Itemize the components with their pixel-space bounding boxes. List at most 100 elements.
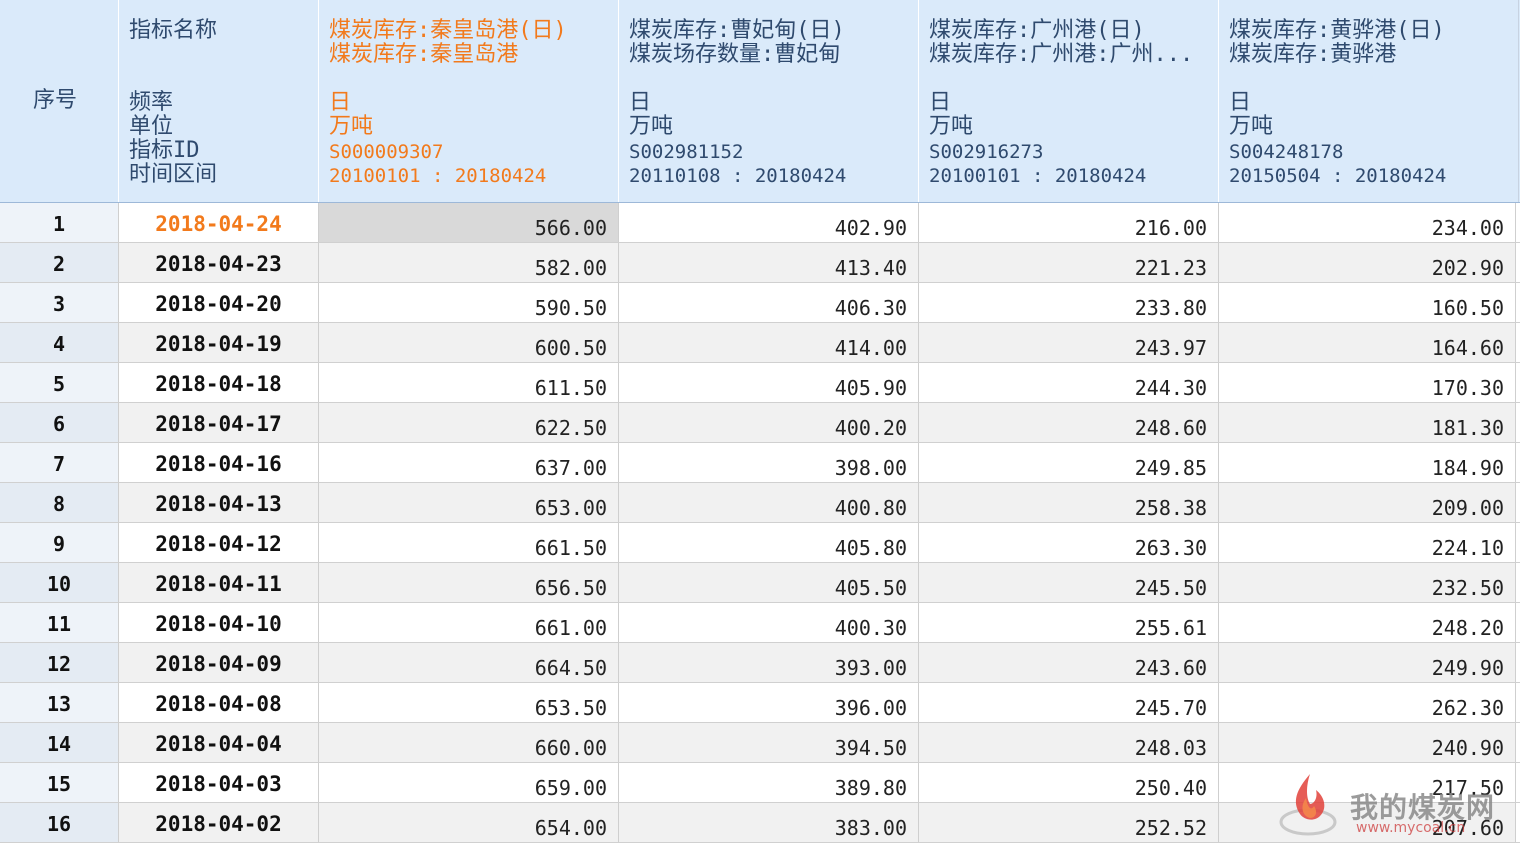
table-row[interactable]: 8 2018-04-13 653.00 400.80 258.38 209.00 xyxy=(0,483,1520,523)
header-column-qinhuangdao[interactable]: 煤炭库存:秦皇岛港(日) 煤炭库存:秦皇岛港 日 万吨 S000009307 2… xyxy=(319,0,619,202)
value-cell-qinhuangdao[interactable]: 590.50 xyxy=(319,283,619,322)
table-row[interactable]: 1 2018-04-24 566.00 402.90 216.00 234.00 xyxy=(0,203,1520,243)
row-date-cell[interactable]: 2018-04-24 xyxy=(119,203,319,242)
row-date-cell[interactable]: 2018-04-03 xyxy=(119,763,319,802)
value-cell-guangzhou[interactable]: 233.80 xyxy=(919,283,1219,322)
value-cell-caofeidian[interactable]: 398.00 xyxy=(619,443,919,482)
value-cell-qinhuangdao[interactable]: 664.50 xyxy=(319,643,619,682)
row-date-cell[interactable]: 2018-04-13 xyxy=(119,483,319,522)
value-cell-guangzhou[interactable]: 258.38 xyxy=(919,483,1219,522)
header-column-caofeidian[interactable]: 煤炭库存:曹妃甸(日) 煤炭场存数量:曹妃甸 日 万吨 S002981152 2… xyxy=(619,0,919,202)
value-cell-huanghua[interactable]: 249.90 xyxy=(1219,643,1516,682)
table-row[interactable]: 16 2018-04-02 654.00 383.00 252.52 207.60 xyxy=(0,803,1520,843)
row-date-cell[interactable]: 2018-04-17 xyxy=(119,403,319,442)
value-cell-guangzhou[interactable]: 221.23 xyxy=(919,243,1219,282)
row-date-cell[interactable]: 2018-04-23 xyxy=(119,243,319,282)
row-date-cell[interactable]: 2018-04-02 xyxy=(119,803,319,842)
value-cell-caofeidian[interactable]: 405.80 xyxy=(619,523,919,562)
value-cell-caofeidian[interactable]: 414.00 xyxy=(619,323,919,362)
value-cell-huanghua[interactable]: 232.50 xyxy=(1219,563,1516,602)
table-row[interactable]: 5 2018-04-18 611.50 405.90 244.30 170.30 xyxy=(0,363,1520,403)
value-cell-qinhuangdao[interactable]: 622.50 xyxy=(319,403,619,442)
value-cell-caofeidian[interactable]: 402.90 xyxy=(619,203,919,242)
row-date-cell[interactable]: 2018-04-18 xyxy=(119,363,319,402)
value-cell-qinhuangdao[interactable]: 653.50 xyxy=(319,683,619,722)
value-cell-huanghua[interactable]: 224.10 xyxy=(1219,523,1516,562)
table-row[interactable]: 9 2018-04-12 661.50 405.80 263.30 224.10 xyxy=(0,523,1520,563)
value-cell-huanghua[interactable]: 209.00 xyxy=(1219,483,1516,522)
value-cell-caofeidian[interactable]: 413.40 xyxy=(619,243,919,282)
value-cell-caofeidian[interactable]: 400.30 xyxy=(619,603,919,642)
table-row[interactable]: 7 2018-04-16 637.00 398.00 249.85 184.90 xyxy=(0,443,1520,483)
row-date-cell[interactable]: 2018-04-19 xyxy=(119,323,319,362)
value-cell-guangzhou[interactable]: 245.50 xyxy=(919,563,1219,602)
value-cell-qinhuangdao[interactable]: 661.50 xyxy=(319,523,619,562)
table-row[interactable]: 3 2018-04-20 590.50 406.30 233.80 160.50 xyxy=(0,283,1520,323)
value-cell-guangzhou[interactable]: 248.60 xyxy=(919,403,1219,442)
table-row[interactable]: 11 2018-04-10 661.00 400.30 255.61 248.20 xyxy=(0,603,1520,643)
value-cell-guangzhou[interactable]: 245.70 xyxy=(919,683,1219,722)
header-column-guangzhou[interactable]: 煤炭库存:广州港(日) 煤炭库存:广州港:广州... 日 万吨 S0029162… xyxy=(919,0,1219,202)
row-date-cell[interactable]: 2018-04-12 xyxy=(119,523,319,562)
value-cell-guangzhou[interactable]: 243.97 xyxy=(919,323,1219,362)
value-cell-caofeidian[interactable]: 393.00 xyxy=(619,643,919,682)
value-cell-huanghua[interactable]: 262.30 xyxy=(1219,683,1516,722)
table-row[interactable]: 13 2018-04-08 653.50 396.00 245.70 262.30 xyxy=(0,683,1520,723)
table-row[interactable]: 14 2018-04-04 660.00 394.50 248.03 240.90 xyxy=(0,723,1520,763)
value-cell-qinhuangdao[interactable]: 600.50 xyxy=(319,323,619,362)
value-cell-huanghua[interactable]: 217.50 xyxy=(1219,763,1516,802)
value-cell-guangzhou[interactable]: 248.03 xyxy=(919,723,1219,762)
value-cell-guangzhou[interactable]: 255.61 xyxy=(919,603,1219,642)
table-row[interactable]: 12 2018-04-09 664.50 393.00 243.60 249.90 xyxy=(0,643,1520,683)
value-cell-huanghua[interactable]: 240.90 xyxy=(1219,723,1516,762)
value-cell-huanghua[interactable]: 160.50 xyxy=(1219,283,1516,322)
value-cell-huanghua[interactable]: 234.00 xyxy=(1219,203,1516,242)
value-cell-caofeidian[interactable]: 389.80 xyxy=(619,763,919,802)
value-cell-caofeidian[interactable]: 405.50 xyxy=(619,563,919,602)
value-cell-qinhuangdao[interactable]: 660.00 xyxy=(319,723,619,762)
value-cell-huanghua[interactable]: 202.90 xyxy=(1219,243,1516,282)
value-cell-guangzhou[interactable]: 244.30 xyxy=(919,363,1219,402)
table-row[interactable]: 15 2018-04-03 659.00 389.80 250.40 217.50 xyxy=(0,763,1520,803)
value-cell-caofeidian[interactable]: 406.30 xyxy=(619,283,919,322)
value-cell-guangzhou[interactable]: 249.85 xyxy=(919,443,1219,482)
value-cell-huanghua[interactable]: 207.60 xyxy=(1219,803,1516,842)
row-date-cell[interactable]: 2018-04-16 xyxy=(119,443,319,482)
row-date-cell[interactable]: 2018-04-10 xyxy=(119,603,319,642)
value-cell-guangzhou[interactable]: 216.00 xyxy=(919,203,1219,242)
value-cell-huanghua[interactable]: 184.90 xyxy=(1219,443,1516,482)
row-date-cell[interactable]: 2018-04-08 xyxy=(119,683,319,722)
value-cell-guangzhou[interactable]: 252.52 xyxy=(919,803,1219,842)
value-cell-qinhuangdao[interactable]: 661.00 xyxy=(319,603,619,642)
value-cell-caofeidian[interactable]: 400.20 xyxy=(619,403,919,442)
value-cell-qinhuangdao[interactable]: 582.00 xyxy=(319,243,619,282)
table-row[interactable]: 2 2018-04-23 582.00 413.40 221.23 202.90 xyxy=(0,243,1520,283)
value-cell-qinhuangdao[interactable]: 611.50 xyxy=(319,363,619,402)
value-cell-huanghua[interactable]: 170.30 xyxy=(1219,363,1516,402)
table-row[interactable]: 10 2018-04-11 656.50 405.50 245.50 232.50 xyxy=(0,563,1520,603)
value-cell-qinhuangdao[interactable]: 637.00 xyxy=(319,443,619,482)
value-cell-caofeidian[interactable]: 405.90 xyxy=(619,363,919,402)
value-cell-huanghua[interactable]: 164.60 xyxy=(1219,323,1516,362)
header-seq[interactable]: 序号 xyxy=(0,0,119,202)
value-cell-huanghua[interactable]: 181.30 xyxy=(1219,403,1516,442)
value-cell-qinhuangdao[interactable]: 566.00 xyxy=(319,203,619,242)
value-cell-guangzhou[interactable]: 263.30 xyxy=(919,523,1219,562)
value-cell-qinhuangdao[interactable]: 656.50 xyxy=(319,563,619,602)
value-cell-qinhuangdao[interactable]: 654.00 xyxy=(319,803,619,842)
row-date-cell[interactable]: 2018-04-09 xyxy=(119,643,319,682)
value-cell-guangzhou[interactable]: 243.60 xyxy=(919,643,1219,682)
value-cell-caofeidian[interactable]: 400.80 xyxy=(619,483,919,522)
value-cell-qinhuangdao[interactable]: 659.00 xyxy=(319,763,619,802)
row-date-cell[interactable]: 2018-04-11 xyxy=(119,563,319,602)
table-row[interactable]: 6 2018-04-17 622.50 400.20 248.60 181.30 xyxy=(0,403,1520,443)
value-cell-caofeidian[interactable]: 394.50 xyxy=(619,723,919,762)
value-cell-qinhuangdao[interactable]: 653.00 xyxy=(319,483,619,522)
table-row[interactable]: 4 2018-04-19 600.50 414.00 243.97 164.60 xyxy=(0,323,1520,363)
value-cell-caofeidian[interactable]: 383.00 xyxy=(619,803,919,842)
value-cell-caofeidian[interactable]: 396.00 xyxy=(619,683,919,722)
header-column-huanghua[interactable]: 煤炭库存:黄骅港(日) 煤炭库存:黄骅港 日 万吨 S004248178 201… xyxy=(1219,0,1519,202)
row-date-cell[interactable]: 2018-04-04 xyxy=(119,723,319,762)
value-cell-guangzhou[interactable]: 250.40 xyxy=(919,763,1219,802)
value-cell-huanghua[interactable]: 248.20 xyxy=(1219,603,1516,642)
